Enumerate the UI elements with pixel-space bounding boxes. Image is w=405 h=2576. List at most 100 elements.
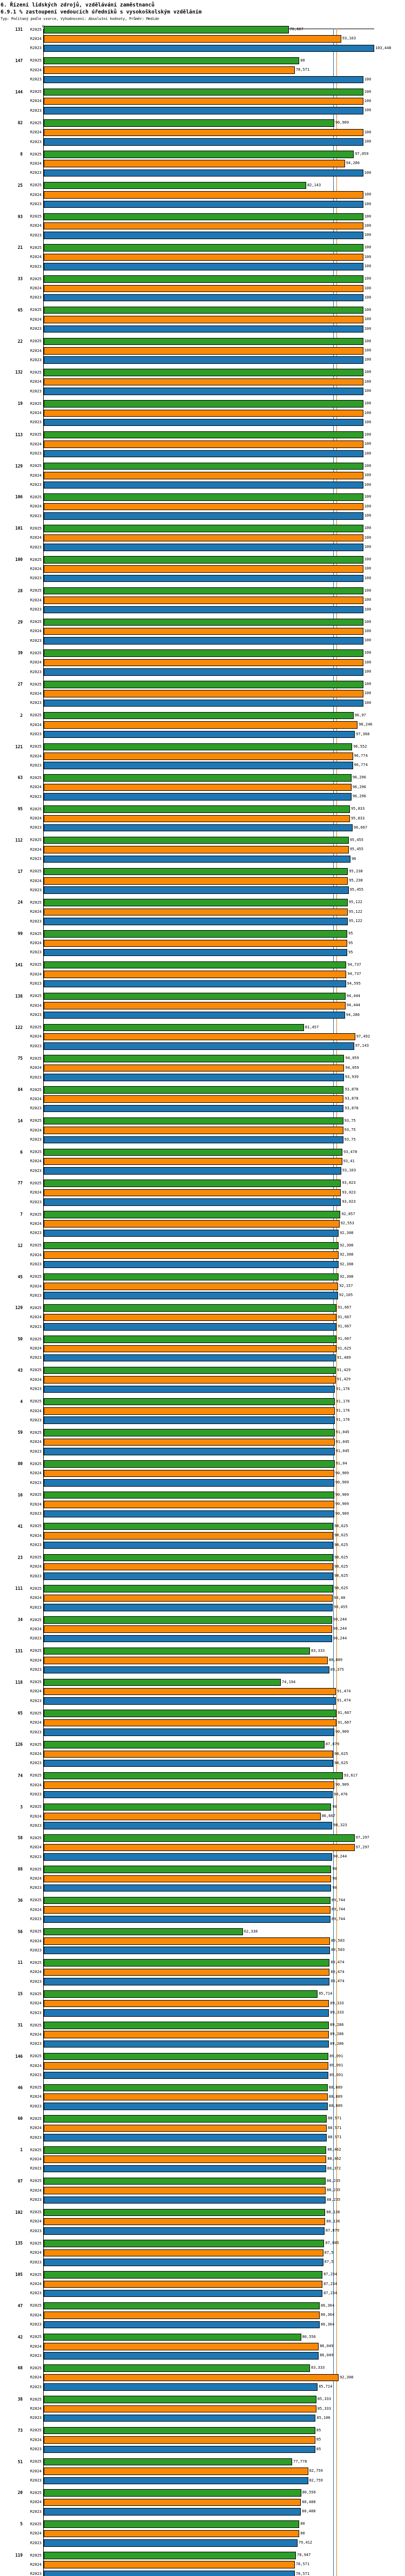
bar-r2023[interactable] bbox=[44, 668, 363, 676]
bar-r2025[interactable] bbox=[44, 992, 346, 1000]
bar-r2023[interactable] bbox=[44, 1136, 343, 1144]
bar-r2023[interactable] bbox=[44, 1385, 335, 1393]
bar-r2025[interactable] bbox=[44, 181, 306, 189]
bar-row[interactable]: R2023 96,296 bbox=[0, 792, 405, 801]
bar-r2023[interactable] bbox=[44, 1448, 335, 1455]
bar-r2025[interactable] bbox=[44, 743, 353, 751]
bar-row[interactable]: 38 R2025 85,333 bbox=[0, 2395, 405, 2404]
bar-r2025[interactable] bbox=[44, 337, 363, 345]
bar-row[interactable]: R2023 95,122 bbox=[0, 917, 405, 926]
bar-row[interactable]: R2023 90,476 bbox=[0, 1790, 405, 1799]
bar-r2024[interactable] bbox=[44, 222, 363, 230]
bar-row[interactable]: 6 R2025 93,478 bbox=[0, 1148, 405, 1157]
bar-r2025[interactable] bbox=[44, 57, 300, 65]
bar-row[interactable]: R2024 93,878 bbox=[0, 1094, 405, 1103]
bar-row[interactable]: 75 R2025 94,059 bbox=[0, 1054, 405, 1063]
bar-r2025[interactable] bbox=[44, 151, 354, 158]
bar-r2025[interactable] bbox=[44, 2115, 327, 2123]
bar-r2024[interactable] bbox=[44, 35, 341, 43]
bar-row[interactable]: 50 R2025 91,667 bbox=[0, 1334, 405, 1344]
bar-r2024[interactable] bbox=[44, 2093, 328, 2101]
bar-row[interactable]: R2024 91,667 bbox=[0, 1313, 405, 1322]
bar-r2024[interactable] bbox=[44, 66, 295, 74]
bar-row[interactable]: R2023 97,368 bbox=[0, 730, 405, 739]
bar-r2023[interactable] bbox=[44, 1666, 329, 1674]
bar-row[interactable]: R2024 100 bbox=[0, 377, 405, 387]
bar-row[interactable]: R2023 93,023 bbox=[0, 1197, 405, 1206]
bar-row[interactable]: R2024 88,462 bbox=[0, 2154, 405, 2164]
bar-r2024[interactable] bbox=[44, 1189, 341, 1197]
bar-row[interactable]: 11 R2025 89,474 bbox=[0, 1958, 405, 1967]
bar-r2025[interactable] bbox=[44, 2052, 329, 2060]
bar-r2024[interactable] bbox=[44, 783, 352, 791]
bar-row[interactable]: R2023 80,488 bbox=[0, 2507, 405, 2516]
bar-r2024[interactable] bbox=[44, 378, 363, 386]
bar-row[interactable]: R2023 88,235 bbox=[0, 2195, 405, 2205]
bar-row[interactable]: R2023 91,474 bbox=[0, 1696, 405, 1705]
bar-row[interactable]: R2023 100 bbox=[0, 231, 405, 240]
bar-r2023[interactable] bbox=[44, 450, 363, 458]
bar-r2025[interactable] bbox=[44, 1896, 330, 1904]
bar-r2023[interactable] bbox=[44, 325, 363, 333]
bar-row[interactable]: R2023 100 bbox=[0, 480, 405, 490]
bar-r2023[interactable] bbox=[44, 2352, 319, 2360]
bar-r2024[interactable] bbox=[44, 1532, 334, 1540]
bar-row[interactable]: 68 R2025 83,333 bbox=[0, 2363, 405, 2372]
bar-row[interactable]: R2024 88,889 bbox=[0, 2092, 405, 2102]
bar-r2024[interactable] bbox=[44, 2498, 301, 2506]
bar-row[interactable]: R2024 87,5 bbox=[0, 2248, 405, 2258]
bar-r2024[interactable] bbox=[44, 815, 350, 823]
bar-row[interactable]: R2024 90,909 bbox=[0, 1469, 405, 1478]
bar-r2025[interactable] bbox=[44, 26, 289, 33]
bar-row[interactable]: R2024 91,045 bbox=[0, 1438, 405, 1447]
bar-r2025[interactable] bbox=[44, 899, 348, 906]
bar-row[interactable]: R2023 82,759 bbox=[0, 2476, 405, 2485]
bar-row[interactable]: 119 R2025 78,947 bbox=[0, 2551, 405, 2560]
bar-r2025[interactable] bbox=[44, 2520, 300, 2528]
bar-row[interactable]: R2023 85,106 bbox=[0, 2414, 405, 2423]
bar-row[interactable]: R2023 100 bbox=[0, 605, 405, 614]
bar-r2025[interactable] bbox=[44, 1834, 355, 1842]
bar-r2024[interactable] bbox=[44, 2155, 327, 2163]
bar-r2025[interactable] bbox=[44, 1460, 335, 1468]
bar-row[interactable]: R2023 89,744 bbox=[0, 1915, 405, 1924]
bar-row[interactable]: R2024 92,308 bbox=[0, 1250, 405, 1259]
bar-r2025[interactable] bbox=[44, 1242, 339, 1250]
bar-row[interactable]: R2024 78,571 bbox=[0, 65, 405, 74]
bar-r2024[interactable] bbox=[44, 2311, 320, 2319]
bar-r2025[interactable] bbox=[44, 1336, 337, 1343]
bar-r2025[interactable] bbox=[44, 2084, 328, 2092]
bar-r2023[interactable] bbox=[44, 2259, 323, 2266]
bar-r2023[interactable] bbox=[44, 2508, 301, 2516]
bar-row[interactable]: R2024 89,583 bbox=[0, 1936, 405, 1945]
bar-r2023[interactable] bbox=[44, 1791, 333, 1799]
bar-row[interactable]: 4 R2025 91,176 bbox=[0, 1397, 405, 1406]
bar-row[interactable]: R2023 100 bbox=[0, 106, 405, 115]
bar-row[interactable]: R2024 88,889 bbox=[0, 1656, 405, 1665]
bar-row[interactable]: 65 R2025 100 bbox=[0, 306, 405, 315]
bar-r2024[interactable] bbox=[44, 1002, 346, 1009]
bar-r2025[interactable] bbox=[44, 213, 363, 221]
bar-row[interactable]: R2023 100 bbox=[0, 355, 405, 364]
bar-r2023[interactable] bbox=[44, 1354, 336, 1362]
bar-r2023[interactable] bbox=[44, 2071, 329, 2079]
bar-r2023[interactable] bbox=[44, 1822, 333, 1829]
bar-r2025[interactable] bbox=[44, 2240, 325, 2247]
bar-row[interactable]: R2024 89,333 bbox=[0, 1999, 405, 2008]
bar-row[interactable]: 8 R2025 97,059 bbox=[0, 150, 405, 159]
bar-r2025[interactable] bbox=[44, 1055, 345, 1062]
bar-r2025[interactable] bbox=[44, 1179, 341, 1187]
bar-r2024[interactable] bbox=[44, 1064, 345, 1072]
bar-r2024[interactable] bbox=[44, 2561, 295, 2568]
bar-row[interactable]: R2023 100 bbox=[0, 418, 405, 427]
bar-row[interactable]: R2024 92,157 bbox=[0, 1282, 405, 1291]
bar-r2025[interactable] bbox=[44, 2022, 329, 2029]
bar-row[interactable]: R2023 89,583 bbox=[0, 1945, 405, 1955]
bar-r2025[interactable] bbox=[44, 1554, 334, 1562]
bar-row[interactable]: 47 R2025 86,364 bbox=[0, 2301, 405, 2310]
bar-row[interactable]: R2023 100 bbox=[0, 511, 405, 520]
bar-row[interactable]: R2024 91,474 bbox=[0, 1687, 405, 1696]
bar-r2024[interactable] bbox=[44, 316, 363, 323]
bar-row[interactable]: R2024 100 bbox=[0, 658, 405, 667]
bar-row[interactable]: R2024 97,492 bbox=[0, 1032, 405, 1041]
